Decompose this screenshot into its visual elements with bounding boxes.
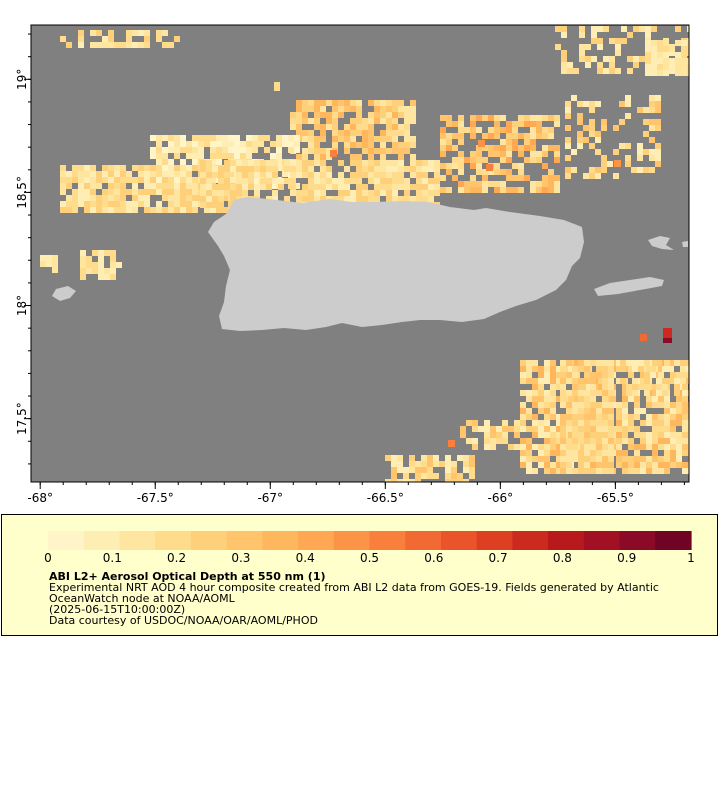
- lon-tick-label: -66°: [488, 491, 514, 505]
- legend-title: ABI L2+ Aerosol Optical Depth at 550 nm …: [49, 570, 326, 583]
- map-frame: [30, 24, 690, 483]
- colorbar-tick-label: 0.4: [295, 551, 315, 565]
- colorbar-swatch: [48, 531, 85, 550]
- isla-culebrita: [682, 241, 688, 247]
- colorbar-swatch: [405, 531, 442, 550]
- colorbar-swatch: [512, 531, 549, 550]
- colorbar-swatch: [190, 531, 228, 550]
- colorbar-swatch: [226, 531, 263, 550]
- colorbar-tick-label: 1: [687, 551, 695, 565]
- lat-tick-label: 19°: [15, 69, 29, 90]
- longitude-axis: -68° -67.5° -67° -66.5° -66° -65.5°: [27, 482, 685, 505]
- aod-colorbar: [48, 531, 692, 550]
- colorbar-swatch: [655, 531, 692, 550]
- lon-tick-label: -68°: [27, 491, 53, 505]
- colorbar-swatch: [155, 531, 192, 550]
- colorbar-tick-labels: 0 0.1 0.2 0.3 0.4 0.5 0.6 0.7 0.8 0.9 1: [2, 551, 719, 567]
- colorbar-swatch: [476, 531, 513, 550]
- legend-timestamp: (2025-06-15T10:00:00Z): [49, 603, 186, 616]
- lon-tick-label: -66.5°: [367, 491, 404, 505]
- colorbar-tick-label: 0.9: [617, 551, 637, 565]
- legend-text: ABI L2+ Aerosol Optical Depth at 550 nm …: [49, 571, 699, 626]
- colorbar-swatch: [119, 531, 156, 550]
- land-layer: [52, 197, 688, 331]
- colorbar-swatch: [298, 531, 335, 550]
- high-aod-cell: [663, 328, 672, 343]
- colorbar-tick-label: 0.3: [231, 551, 251, 565]
- lat-tick-label: 18.5°: [15, 176, 29, 209]
- colorbar-swatch: [583, 531, 621, 550]
- colorbar-tick-label: 0.2: [167, 551, 187, 565]
- colorbar-swatch: [619, 531, 656, 550]
- isla-de-mona: [52, 286, 76, 301]
- lat-tick-label: 17.5°: [15, 402, 29, 435]
- lon-tick-label: -67.5°: [137, 491, 174, 505]
- aerosol-layer: [40, 26, 689, 482]
- colorbar-tick-label: 0.8: [552, 551, 572, 565]
- colorbar-swatch: [83, 531, 121, 550]
- legend-description: Experimental NRT AOD 4 hour composite cr…: [49, 581, 659, 605]
- isla-de-vieques: [594, 277, 664, 296]
- colorbar-tick-label: 0.6: [424, 551, 444, 565]
- colorbar-tick-label: 0.7: [488, 551, 508, 565]
- lon-tick-label: -65.5°: [597, 491, 634, 505]
- colorbar-swatch: [333, 531, 371, 550]
- lat-tick-label: 18°: [15, 295, 29, 316]
- map-figure: -68° -67.5° -67° -66.5° -66° -65.5° 19°18.5°1…: [15, 24, 690, 505]
- legend-credit: Data courtesy of USDOC/NOAA/OAR/AOML/PHO…: [49, 614, 318, 627]
- puerto-rico-main-island: [208, 197, 584, 331]
- lon-tick-label: -67°: [257, 491, 283, 505]
- isla-de-culebra: [648, 236, 674, 250]
- latitude-axis: 19° 18.5° 18° 17.5°: [15, 33, 31, 465]
- legend-panel: 0 0.1 0.2 0.3 0.4 0.5 0.6 0.7 0.8 0.9 1 ABI L2+ Ae…: [1, 514, 718, 636]
- colorbar-swatch: [369, 531, 406, 550]
- colorbar-tick-label: 0: [44, 551, 52, 565]
- colorbar-swatch: [262, 531, 299, 550]
- colorbar-swatch: [548, 531, 585, 550]
- colorbar-swatch: [440, 531, 478, 550]
- map-area[interactable]: [30, 24, 690, 483]
- colorbar-tick-label: 0.5: [359, 551, 380, 565]
- colorbar-tick-label: 0.1: [102, 551, 122, 565]
